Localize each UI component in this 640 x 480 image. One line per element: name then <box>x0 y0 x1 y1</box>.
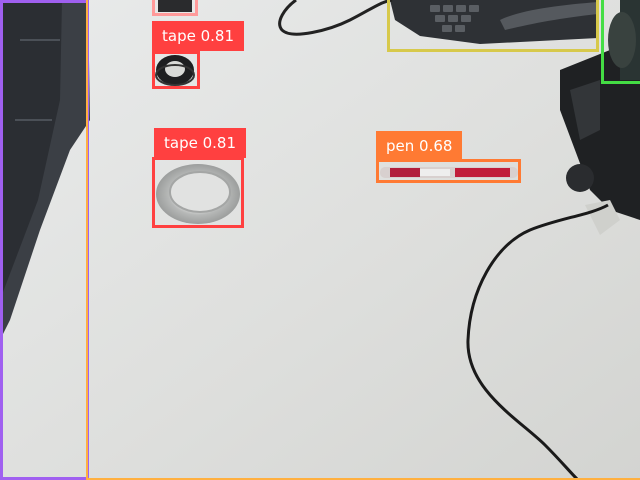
black-tape-roll <box>155 55 195 86</box>
detection-box-tape-small <box>152 51 200 89</box>
detection-box-device <box>601 0 640 84</box>
white-tape-roll <box>156 164 240 224</box>
detection-box-cabinet <box>0 0 89 480</box>
left-cabinet-face <box>0 0 62 300</box>
detection-box-desk <box>86 0 640 480</box>
detection-box-keyboard <box>387 0 599 52</box>
detection-label-pen: pen 0.68 <box>376 131 463 161</box>
detection-label-tape-small: tape 0.81 <box>152 21 244 51</box>
detection-box-tape-large <box>152 157 244 228</box>
cable-bottom <box>466 203 609 480</box>
pen <box>380 167 518 178</box>
keyboard-keys <box>430 5 479 32</box>
cable-top <box>278 0 393 36</box>
detection-box-top-object <box>152 0 198 16</box>
detection-label-tape-large: tape 0.81 <box>154 128 246 158</box>
